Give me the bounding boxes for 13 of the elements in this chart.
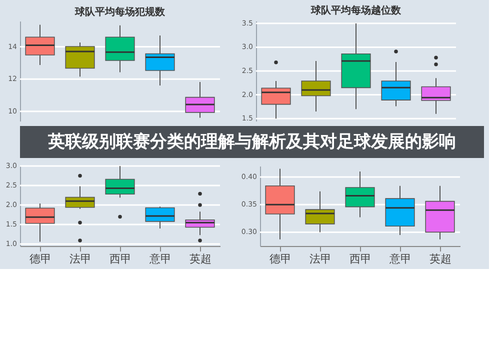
x-tick-label: 意甲 bbox=[148, 252, 172, 266]
chart-title: 球队平均每场犯规数 bbox=[74, 6, 166, 18]
x-tick-label: 德甲 bbox=[30, 252, 52, 266]
x-tick-label: 法甲 bbox=[310, 252, 332, 266]
x-tick-label: 英超 bbox=[190, 252, 212, 266]
text: 英联级别联赛分类的理解与解析及其对足球发展的影响 bbox=[47, 132, 456, 152]
x-tick-label: 法甲 bbox=[70, 252, 92, 266]
x-tick-label: 西甲 bbox=[110, 252, 132, 266]
x-tick-label: 英超 bbox=[430, 252, 452, 266]
x-tick-label: 意甲 bbox=[388, 252, 412, 266]
x-tick-label: 西甲 bbox=[350, 252, 372, 266]
chart-title: 球队平均每场越位数 bbox=[310, 4, 402, 16]
x-tick-label: 德甲 bbox=[270, 252, 292, 266]
